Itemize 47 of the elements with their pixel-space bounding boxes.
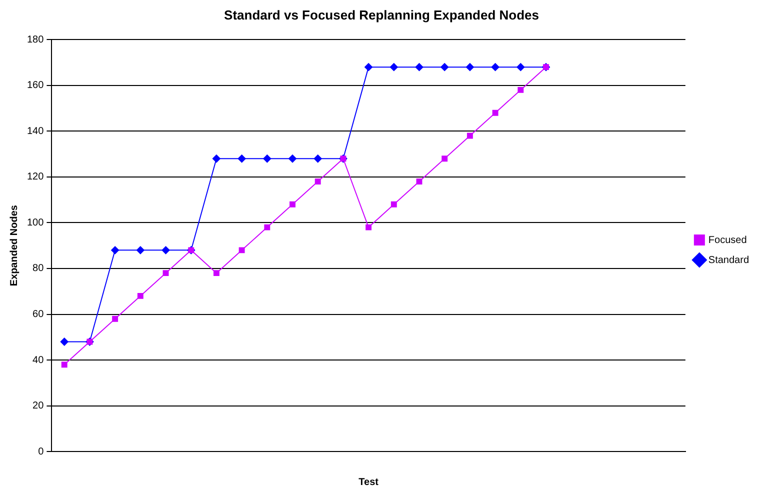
- chart-title: Standard vs Focused Replanning Expanded Nodes: [224, 7, 539, 22]
- point: [238, 247, 245, 254]
- point: [492, 110, 498, 116]
- point: [366, 224, 372, 230]
- y-tick-label: 180: [26, 34, 44, 46]
- point: [60, 338, 68, 346]
- point: [466, 132, 473, 139]
- point: [466, 63, 474, 72]
- point: [61, 362, 68, 368]
- point: [518, 86, 524, 93]
- point: [212, 154, 220, 163]
- point: [112, 316, 118, 322]
- x-axis-title: Test: [358, 476, 380, 488]
- legend-label: Focused: [708, 234, 747, 246]
- legend-label: Standard: [708, 254, 750, 266]
- point: [290, 201, 296, 208]
- point: [264, 224, 270, 230]
- y-tick-label: 80: [32, 263, 44, 274]
- y-tick-label: 40: [32, 354, 44, 366]
- point: [162, 270, 169, 276]
- point: [213, 270, 220, 276]
- y-tick-label: 160: [26, 80, 44, 92]
- point: [440, 63, 449, 72]
- y-tick-label: 60: [32, 309, 44, 320]
- y-tick-label: 0: [38, 446, 44, 458]
- point: [263, 154, 272, 163]
- point: [516, 63, 525, 72]
- point: [390, 201, 397, 208]
- point: [314, 154, 322, 163]
- y-axis-title: Expanded Nodes: [8, 204, 20, 286]
- point: [390, 63, 398, 72]
- point: [416, 178, 422, 184]
- y-tick-label: 140: [26, 126, 44, 137]
- point: [364, 63, 373, 72]
- point: [314, 178, 321, 184]
- point: [288, 154, 296, 163]
- point: [415, 63, 424, 72]
- y-tick-label: 120: [26, 172, 44, 183]
- point: [162, 246, 170, 254]
- point: [491, 63, 500, 72]
- y-tick-label: 20: [32, 400, 44, 412]
- y-tick-label: 100: [26, 217, 44, 228]
- point: [136, 246, 144, 254]
- point: [442, 156, 448, 162]
- point: [137, 292, 144, 299]
- point: [111, 246, 120, 254]
- point: [238, 154, 246, 163]
